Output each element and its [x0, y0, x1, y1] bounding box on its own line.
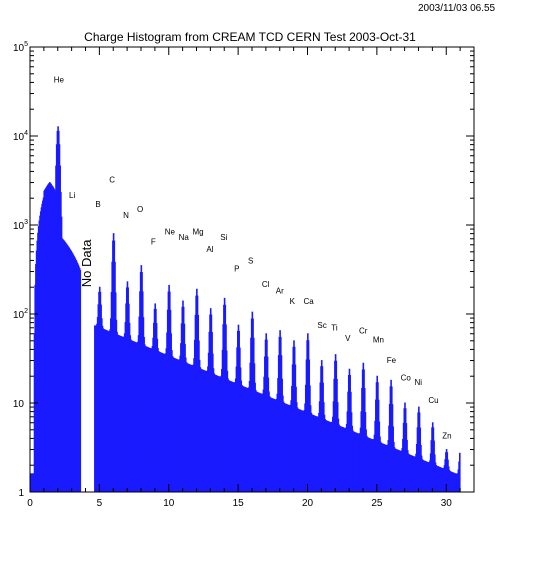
x-tick-label: 20: [302, 498, 314, 509]
y-tick-label: 104: [13, 130, 28, 143]
element-label-o: O: [137, 205, 143, 214]
element-label-cl: Cl: [262, 280, 270, 289]
element-label-c: C: [109, 176, 115, 185]
element-label-n: N: [123, 211, 129, 220]
x-tick-label: 10: [163, 498, 175, 509]
element-label-na: Na: [179, 233, 190, 242]
element-label-cu: Cu: [428, 396, 438, 405]
y-tick-label: 103: [13, 219, 28, 232]
chart-title: Charge Histogram from CREAM TCD CERN Tes…: [84, 30, 416, 44]
axes: 0 5 10 15 20 25 30 1 10 102 103 104 105: [13, 41, 475, 509]
element-label-co: Co: [401, 373, 412, 382]
x-tick-label: 0: [27, 498, 33, 509]
element-label-mg: Mg: [193, 228, 204, 237]
element-label-si: Si: [220, 233, 227, 242]
no-data-label: No Data: [79, 239, 94, 287]
element-label-s: S: [248, 256, 253, 265]
element-label-fe: Fe: [387, 356, 397, 365]
element-label-p: P: [234, 265, 239, 274]
y-tick-label: 1: [18, 488, 24, 499]
y-tick-label: 105: [13, 41, 28, 54]
x-tick-label: 25: [371, 498, 383, 509]
histogram-bar: [458, 452, 461, 493]
element-label-ti: Ti: [331, 324, 338, 333]
element-label-mn: Mn: [373, 335, 384, 344]
timestamp: 2003/11/03 06.55: [418, 3, 496, 14]
element-label-k: K: [290, 297, 296, 306]
x-tick-label: 30: [441, 498, 453, 509]
element-label-ar: Ar: [276, 286, 284, 295]
x-tick-label: 15: [233, 498, 245, 509]
element-label-sc: Sc: [317, 321, 326, 330]
element-label-al: Al: [206, 245, 213, 254]
element-label-ca: Ca: [304, 297, 315, 306]
y-tick-label: 102: [13, 308, 28, 321]
element-label-li: Li: [69, 191, 75, 200]
element-label-ne: Ne: [165, 228, 176, 237]
element-label-he: He: [54, 75, 65, 84]
element-label-b: B: [95, 200, 100, 209]
element-label-v: V: [345, 334, 351, 343]
x-tick-label: 5: [97, 498, 103, 509]
element-label-f: F: [151, 238, 156, 247]
element-label-cr: Cr: [359, 327, 368, 336]
histogram-bar: [79, 269, 82, 493]
y-tick-label: 10: [13, 399, 25, 410]
element-label-ni: Ni: [415, 378, 423, 387]
element-label-zn: Zn: [442, 431, 451, 440]
